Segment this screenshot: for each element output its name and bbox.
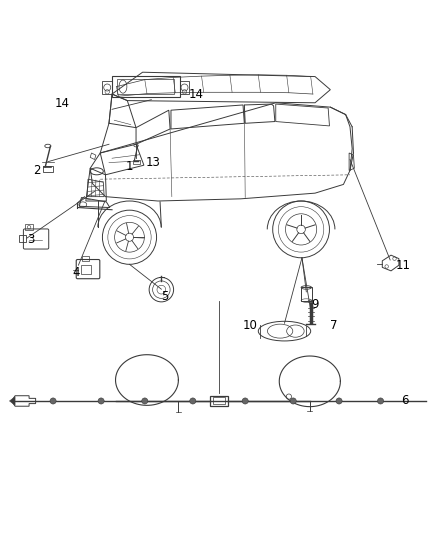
- Circle shape: [50, 398, 56, 404]
- Circle shape: [242, 398, 248, 404]
- Text: 6: 6: [401, 394, 409, 407]
- Text: 1: 1: [126, 159, 133, 173]
- Text: 3: 3: [27, 233, 34, 246]
- Text: 2: 2: [33, 164, 40, 177]
- Circle shape: [142, 398, 148, 404]
- Polygon shape: [10, 397, 15, 405]
- Circle shape: [336, 398, 342, 404]
- Circle shape: [98, 398, 104, 404]
- Text: 7: 7: [330, 319, 337, 332]
- Circle shape: [290, 398, 296, 404]
- Bar: [42, 166, 53, 172]
- Text: 10: 10: [243, 319, 258, 332]
- Bar: [19, 235, 25, 243]
- Bar: [102, 82, 112, 94]
- Bar: [25, 224, 33, 230]
- Text: 4: 4: [72, 265, 80, 279]
- Bar: [117, 79, 174, 94]
- Text: 13: 13: [145, 156, 160, 169]
- Bar: [301, 287, 311, 301]
- Circle shape: [190, 398, 196, 404]
- Bar: [133, 160, 140, 164]
- Bar: [210, 395, 228, 406]
- Text: 5: 5: [161, 290, 168, 303]
- Bar: [180, 82, 189, 94]
- Text: 14: 14: [189, 88, 204, 101]
- Bar: [81, 265, 91, 274]
- Text: 14: 14: [54, 97, 69, 110]
- Bar: [213, 398, 225, 405]
- Text: 9: 9: [311, 298, 319, 311]
- Circle shape: [378, 398, 384, 404]
- Bar: [112, 76, 180, 97]
- Text: 11: 11: [396, 259, 411, 272]
- Bar: [82, 256, 89, 261]
